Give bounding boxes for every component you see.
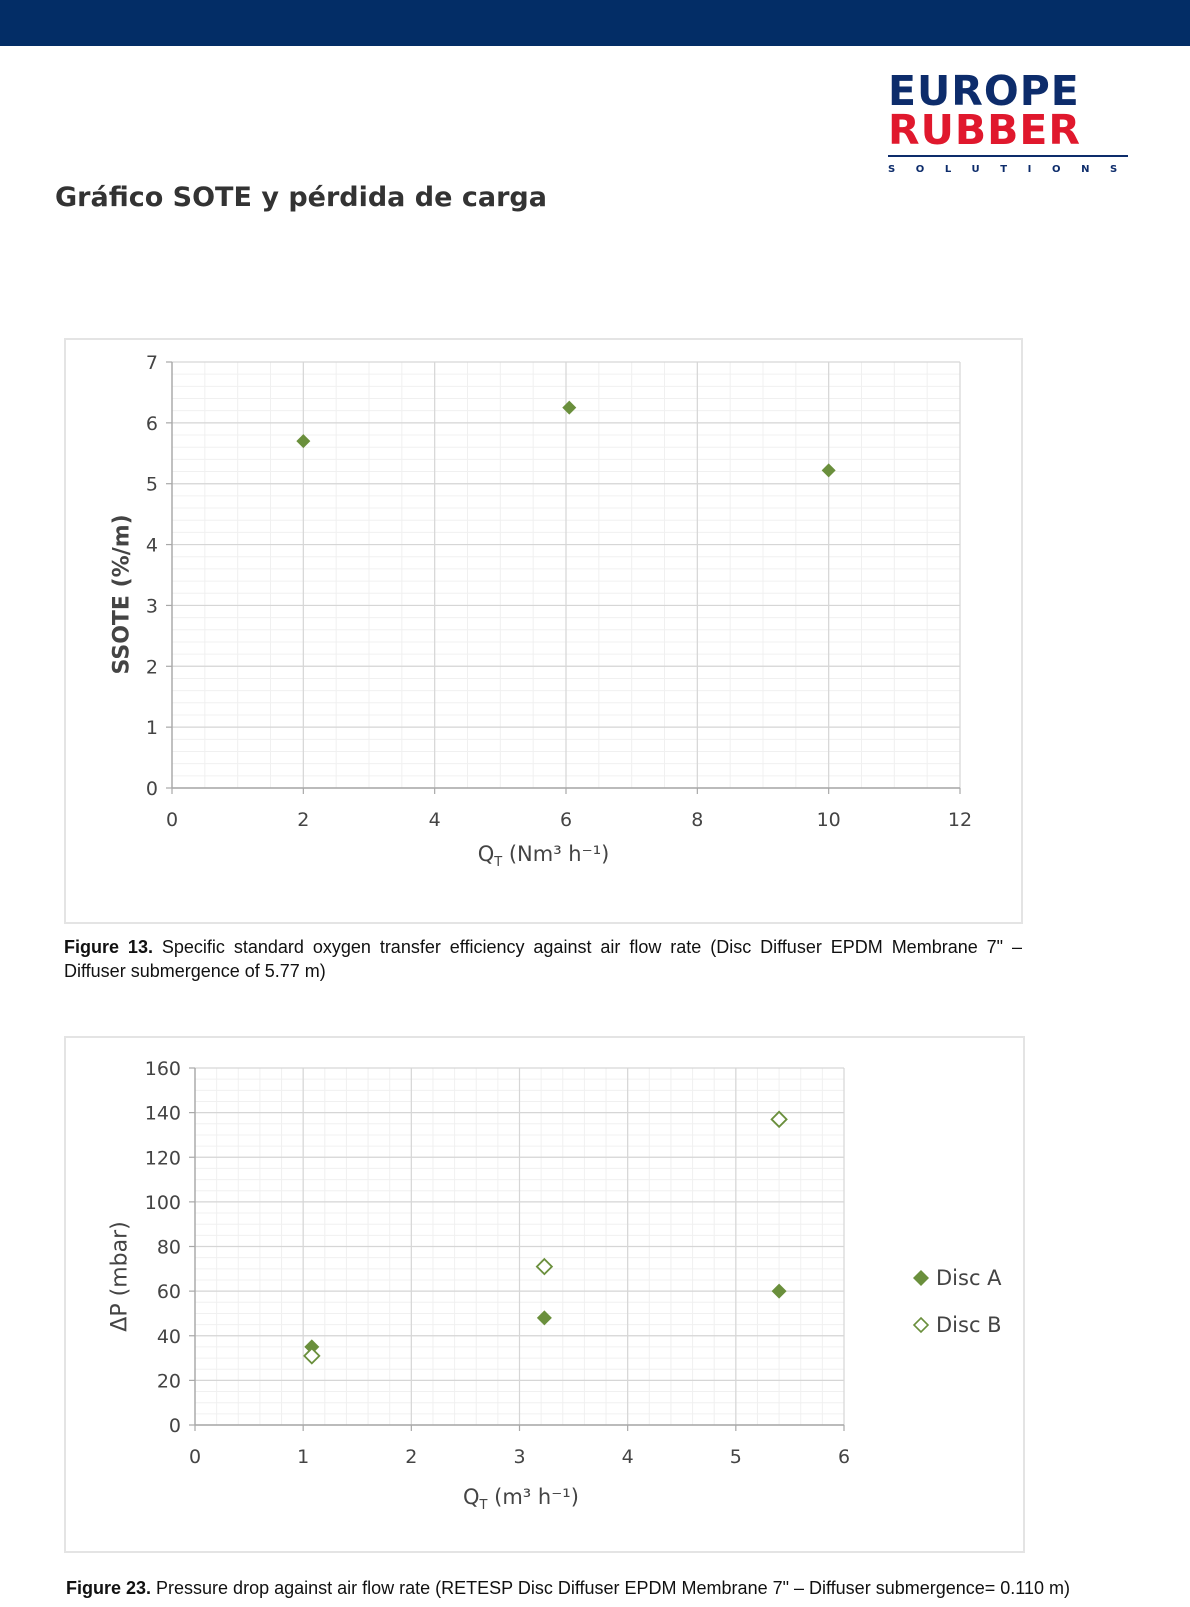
y-tick-label: 0 bbox=[169, 1415, 181, 1437]
data-point-filled-diamond bbox=[536, 1310, 552, 1326]
x-tick-label: 12 bbox=[948, 809, 972, 831]
x-tick-label: 0 bbox=[189, 1446, 201, 1468]
pressure-drop-chart: 0 1 2 3 4 5 6 0 20 40 60 80 100 120 140 160 ΔP (mbar) Q… bbox=[64, 1036, 1025, 1553]
logo-line-solutions: SOLUTIONS bbox=[888, 164, 1138, 175]
data-point-filled-diamond bbox=[296, 434, 311, 449]
legend-label-disc-a: Disc A bbox=[936, 1266, 1002, 1290]
open-diamond-icon bbox=[912, 1316, 930, 1334]
logo-line-rubber: RUBBER bbox=[888, 106, 1081, 154]
y-tick-label: 0 bbox=[146, 778, 158, 800]
y-tick-label: 3 bbox=[146, 595, 158, 617]
y-tick-label: 4 bbox=[146, 535, 158, 557]
x-tick-label: 6 bbox=[560, 809, 572, 831]
sote-y-axis-label: SSOTE (%/m) bbox=[109, 514, 135, 675]
legend-item-disc-a: Disc A bbox=[912, 1264, 1002, 1292]
x-tick-label: 5 bbox=[730, 1446, 742, 1468]
data-point-open-diamond bbox=[770, 1110, 788, 1129]
top-banner bbox=[0, 0, 1190, 46]
x-tick-label: 1 bbox=[297, 1446, 309, 1468]
figure-13-label: Figure 13. bbox=[64, 937, 153, 957]
y-tick-label: 60 bbox=[157, 1281, 181, 1303]
legend-item-disc-b: Disc B bbox=[912, 1311, 1002, 1339]
pressure-chart-legend: Disc A Disc B bbox=[912, 1264, 1002, 1358]
data-point-open-diamond bbox=[535, 1257, 554, 1276]
sote-x-axis-label-sub: T bbox=[494, 855, 503, 871]
figure-23-caption: Figure 23. Pressure drop against air flo… bbox=[66, 1576, 1070, 1600]
y-tick-label: 7 bbox=[146, 352, 158, 374]
logo-divider bbox=[888, 155, 1128, 157]
data-point-filled-diamond bbox=[771, 1283, 787, 1299]
figure-23-text: Pressure drop against air flow rate (RET… bbox=[151, 1578, 1070, 1598]
x-tick-label: 8 bbox=[691, 809, 703, 831]
y-tick-label: 40 bbox=[157, 1326, 181, 1348]
page-title: Gráfico SOTE y pérdida de carga bbox=[55, 182, 547, 213]
pressure-x-axis-label-base: Q bbox=[463, 1485, 480, 1509]
y-tick-label: 80 bbox=[157, 1237, 181, 1259]
x-tick-label: 3 bbox=[513, 1446, 525, 1468]
sote-x-axis-label: QT (Nm³ h⁻¹) bbox=[66, 842, 1021, 870]
x-tick-label: 4 bbox=[429, 809, 441, 831]
y-tick-label: 2 bbox=[146, 656, 158, 678]
data-point-filled-diamond bbox=[304, 1339, 320, 1355]
company-logo: EUROPE RUBBER SOLUTIONS bbox=[888, 67, 1138, 175]
x-tick-label: 2 bbox=[405, 1446, 417, 1468]
sote-chart: 0 2 4 6 8 10 12 0 1 2 3 4 5 6 7 SSOTE (%/m) QT (Nm³ h⁻… bbox=[64, 338, 1023, 924]
figure-23-label: Figure 23. bbox=[66, 1578, 152, 1598]
data-point-filled-diamond bbox=[821, 463, 836, 478]
figure-13-text: Specific standard oxygen transfer effici… bbox=[64, 937, 1022, 981]
filled-diamond-icon bbox=[913, 1270, 929, 1286]
y-tick-label: 20 bbox=[157, 1370, 181, 1392]
pressure-y-axis-label: ΔP (mbar) bbox=[107, 1221, 133, 1332]
data-point-open-diamond bbox=[303, 1347, 321, 1365]
logo-line-europe: EUROPE bbox=[888, 67, 1080, 115]
legend-label-disc-b: Disc B bbox=[936, 1313, 1002, 1337]
y-tick-label: 5 bbox=[146, 474, 158, 496]
y-tick-label: 140 bbox=[145, 1103, 181, 1125]
x-tick-label: 6 bbox=[838, 1446, 850, 1468]
x-tick-label: 10 bbox=[817, 809, 841, 831]
x-tick-label: 0 bbox=[166, 809, 178, 831]
pressure-x-axis-label-sub: T bbox=[479, 1498, 488, 1514]
y-tick-label: 6 bbox=[146, 413, 158, 435]
sote-x-axis-label-units: (Nm³ h⁻¹) bbox=[502, 842, 610, 866]
data-point-filled-diamond bbox=[562, 400, 577, 415]
y-tick-label: 160 bbox=[145, 1058, 181, 1080]
x-tick-label: 4 bbox=[622, 1446, 634, 1468]
sote-x-axis-label-base: Q bbox=[477, 842, 495, 866]
y-tick-label: 120 bbox=[145, 1147, 181, 1169]
y-tick-label: 100 bbox=[145, 1192, 181, 1214]
y-tick-label: 1 bbox=[146, 717, 158, 739]
pressure-x-axis-label: QT (m³ h⁻¹) bbox=[463, 1485, 579, 1513]
x-tick-label: 2 bbox=[297, 809, 309, 831]
figure-13-caption: Figure 13. Specific standard oxygen tran… bbox=[64, 935, 1022, 983]
pressure-x-axis-label-units: (m³ h⁻¹) bbox=[487, 1485, 579, 1509]
